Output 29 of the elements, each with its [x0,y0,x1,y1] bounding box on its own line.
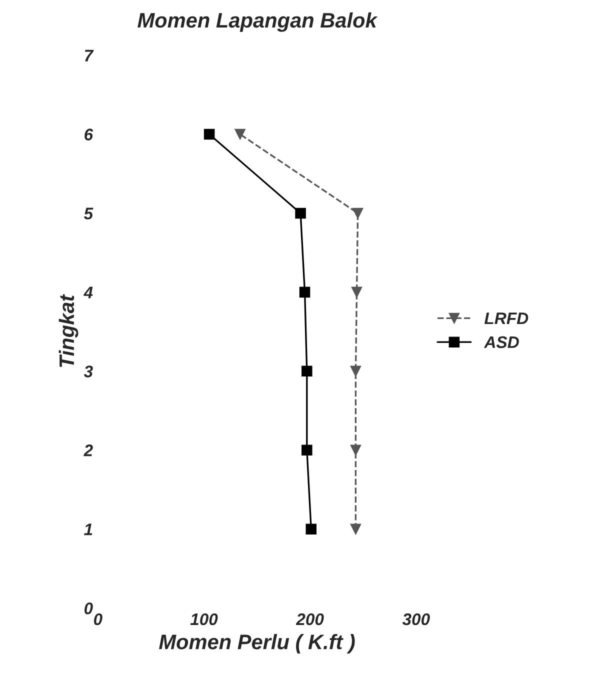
point [350,524,362,534]
y-axis-title: Tingkat [58,294,78,368]
point [302,366,312,377]
x-tick-label: 200 [296,613,324,626]
point [350,444,362,456]
point [234,128,246,140]
point [352,208,364,219]
point [299,286,310,298]
legend-label: LRFD [484,312,528,324]
y-tick-label: 6 [84,128,94,140]
y-tick-label: 5 [84,208,94,220]
x-tick-label: 100 [190,613,218,626]
y-tick-label: 4 [84,286,93,298]
y-tick-label: 3 [84,366,93,378]
point [351,286,362,298]
point [204,128,215,140]
point [295,208,306,219]
chart-title: Momen Lapangan Balok [138,12,378,32]
point [306,524,317,534]
y-tick-label: 0 [84,602,93,614]
point [350,366,362,377]
x-tick-label: 300 [402,613,430,626]
point [302,444,312,456]
legend-label: ASD [484,336,519,348]
x-tick-label: 0 [94,613,102,626]
y-tick-label: 1 [84,524,92,536]
x-axis-title: Momen Perlu ( K.ft ) [159,634,355,654]
y-tick-label: 2 [84,444,93,456]
y-tick-label: 7 [84,50,94,62]
